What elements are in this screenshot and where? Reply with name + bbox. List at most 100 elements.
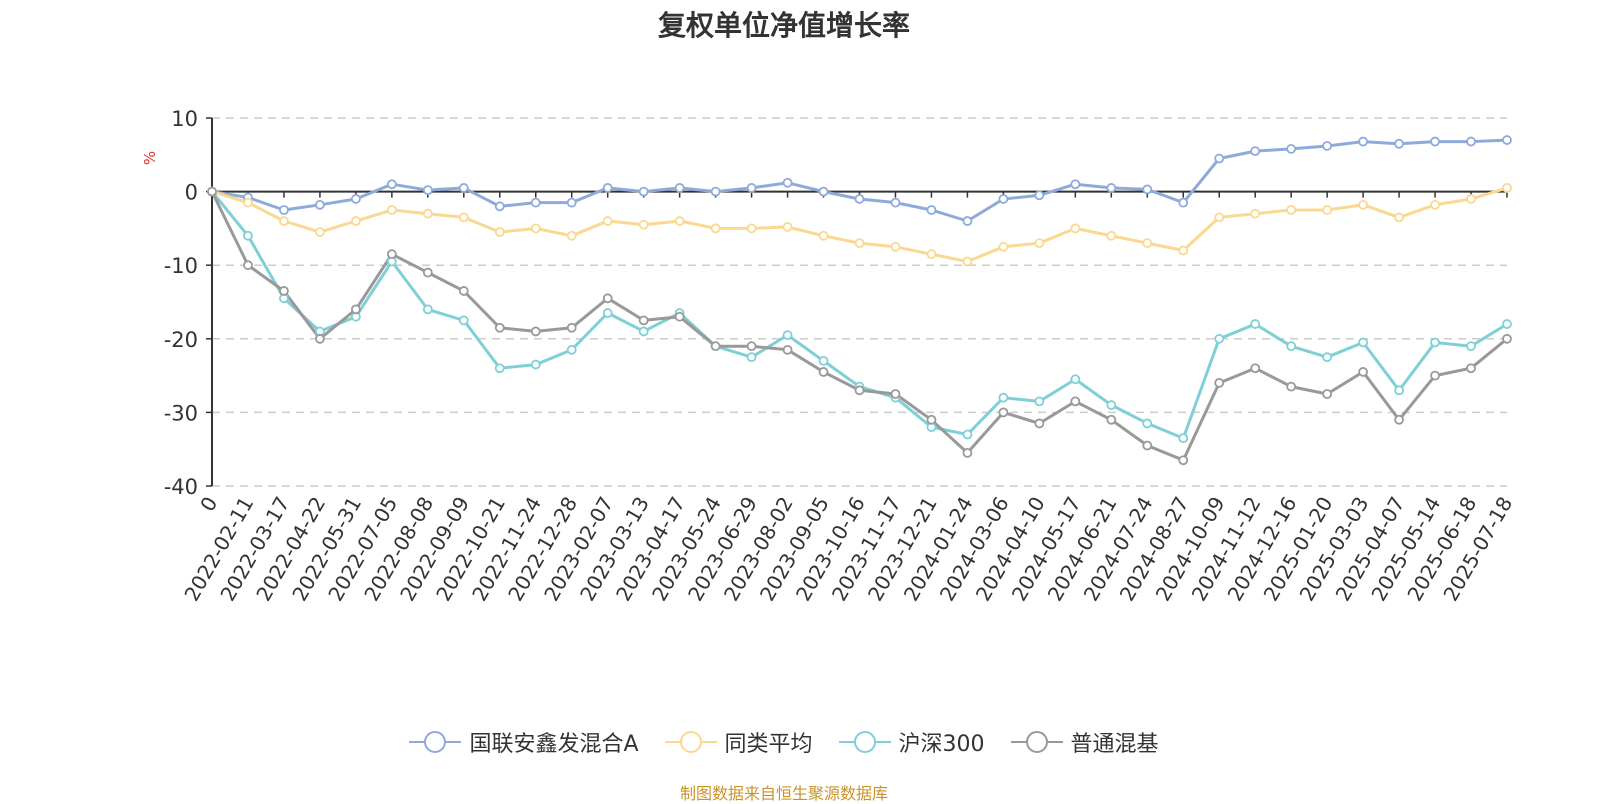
axes [206,117,1508,487]
data-point [1466,136,1476,147]
data-point [566,322,577,333]
data-point [1286,144,1297,154]
data-point [458,212,469,223]
data-point [1142,184,1153,195]
data-point [962,429,973,440]
data-point [279,286,289,296]
data-point [1142,440,1153,451]
data-point [1322,141,1333,151]
data-point [638,186,649,197]
data-point [818,367,829,377]
data-point [926,205,937,215]
legend-item[interactable]: 国联安鑫发混合A [409,726,639,758]
data-point [1250,208,1261,219]
data-point [350,304,361,315]
data-point [1106,414,1117,425]
data-point [1394,138,1404,149]
data-point [1466,194,1476,204]
legend-circle [853,731,876,753]
data-point [1358,367,1369,377]
data-point [926,414,937,425]
data-point [386,249,397,260]
data-point [710,341,721,352]
data-point [998,407,1009,418]
y-tick-label: 10 [171,107,198,131]
data-point [1358,136,1369,147]
data-point [638,315,649,326]
data-point [1358,337,1369,348]
data-point [386,179,397,190]
data-point [1322,205,1333,215]
legend-marker-icon [409,731,462,753]
y-tick-label: -40 [164,475,198,499]
data-point [494,363,505,374]
legend-label: 国联安鑫发混合A [469,732,639,757]
data-point [315,199,325,210]
data-point [674,216,685,226]
data-point [1106,400,1117,410]
data-point [782,344,793,355]
y-tick-label: 0 [185,181,198,205]
data-point [1286,381,1297,392]
y-axis-label: % [141,151,159,165]
data-point [746,223,757,234]
legend-item[interactable]: 沪深300 [838,726,985,758]
data-point [1322,352,1333,363]
y-tick-label: -10 [164,254,198,278]
data-point [386,205,397,215]
legend-label: 普通混基 [1070,732,1159,757]
data-point [566,230,577,241]
data-point [1430,199,1440,210]
data-point [818,186,829,197]
data-point [1502,135,1512,145]
data-point [818,355,829,366]
data-point [566,197,577,208]
legend-item[interactable]: 同类平均 [664,726,813,758]
data-point [782,177,793,188]
data-point [746,352,757,363]
data-point [1430,337,1440,348]
legend-item[interactable]: 普通混基 [1010,726,1159,758]
data-point [1106,230,1117,241]
data-point [207,186,217,197]
data-point [710,223,721,234]
data-point [638,219,649,230]
source-note: 制图数据来自恒生聚源数据库 [679,784,888,803]
data-point [494,227,505,237]
data-point [1250,319,1261,329]
data-point [350,194,361,204]
data-point [1034,396,1045,407]
data-point [1394,414,1404,425]
data-point [279,216,289,226]
data-point [458,315,469,326]
data-point [530,326,541,337]
data-point [890,197,901,208]
legend-marker-icon [664,731,717,753]
data-point [1070,223,1081,234]
data-point [315,333,325,344]
data-point [674,183,685,193]
legend-label: 同类平均 [724,732,813,757]
data-point [566,344,577,355]
data-point [1070,396,1081,407]
legend-circle [1025,731,1048,753]
data-point [890,241,901,252]
data-point [1358,199,1369,210]
data-point [530,197,541,208]
chart-title: 复权单位净值增长率 [657,9,910,42]
data-point [602,183,613,193]
data-point [926,249,937,260]
series-markers [207,135,1512,466]
data-point [422,208,433,219]
y-tick-label: -20 [164,328,198,352]
series-line-3 [210,190,1508,462]
data-point [1322,389,1333,399]
data-point [1394,212,1404,223]
data-point [782,330,793,341]
data-point [746,341,757,352]
data-point [494,201,505,212]
series-line-2 [210,190,1508,440]
data-point [1502,183,1512,193]
data-point [1178,433,1189,444]
